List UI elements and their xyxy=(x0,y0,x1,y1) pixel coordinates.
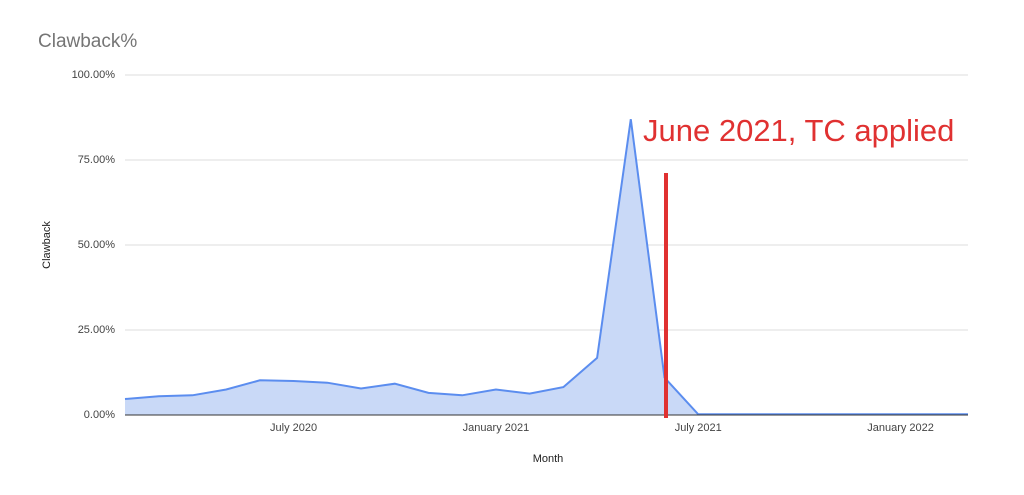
x-tick-label: July 2021 xyxy=(675,422,722,434)
y-tick-label: 100.00% xyxy=(72,69,116,81)
y-tick-label: 0.00% xyxy=(84,409,115,421)
y-tick-label: 25.00% xyxy=(78,324,116,336)
x-axis-label: Month xyxy=(533,453,564,465)
x-tick-label: January 2021 xyxy=(463,422,530,434)
x-tick-label: July 2020 xyxy=(270,422,317,434)
x-tick-label: January 2022 xyxy=(867,422,934,434)
chart-title: Clawback% xyxy=(38,31,137,52)
area xyxy=(125,119,968,415)
y-tick-label: 75.00% xyxy=(78,154,116,166)
line xyxy=(124,119,968,416)
y-axis-label: Clawback xyxy=(41,221,53,269)
annotation: June 2021, TC applied xyxy=(643,113,954,148)
y-tick-label: 50.00% xyxy=(78,239,116,251)
